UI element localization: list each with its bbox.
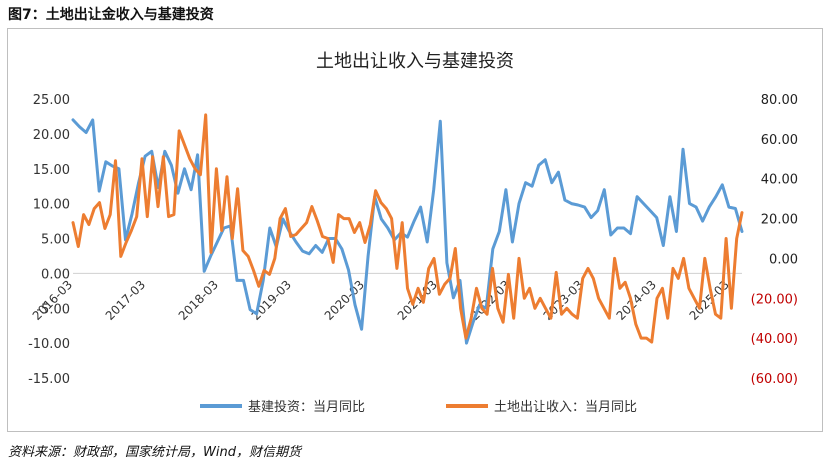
- right-tick-label: (60.00): [751, 372, 798, 387]
- legend-label: 土地出让收入：当月同比: [494, 400, 637, 415]
- left-tick-label: 10.00: [33, 198, 70, 213]
- left-tick-label: 25.00: [33, 93, 70, 108]
- chart-title: 土地出让收入与基建投资: [316, 51, 514, 72]
- right-tick-label: (40.00): [751, 332, 798, 347]
- left-tick-label: -5.00: [36, 302, 70, 317]
- left-tick-label: 5.00: [41, 233, 70, 248]
- right-tick-label: 60.00: [761, 133, 798, 148]
- left-tick-label: 15.00: [33, 163, 70, 178]
- left-tick-label: 20.00: [33, 128, 70, 143]
- x-tick-label: 2018-03: [176, 278, 221, 323]
- chart-svg: 土地出让收入与基建投资 25.00 20.00 15.00 10.00 5.00 0.00…: [28, 51, 798, 415]
- right-tick-label: 20.00: [761, 213, 798, 228]
- x-tick-label: 2019-03: [249, 278, 294, 323]
- x-tick-label: 2021-03: [395, 278, 440, 323]
- right-tick-label: (20.00): [751, 292, 798, 307]
- figure-title: 图7：土地出让金收入与基建投资: [8, 7, 214, 23]
- source-note: 资料来源：财政部，国家统计局，Wind，财信期货: [8, 445, 301, 460]
- chart-frame: 土地出让收入与基建投资 25.00 20.00 15.00 10.00 5.00 0.00…: [7, 28, 823, 432]
- left-tick-label: -10.00: [28, 337, 70, 352]
- left-tick-label: 0.00: [41, 267, 70, 282]
- series-line-land-sales: [71, 113, 744, 344]
- right-tick-label: 0.00: [769, 252, 798, 267]
- legend-label: 基建投资：当月同比: [248, 399, 365, 415]
- left-tick-label: -15.00: [28, 372, 70, 387]
- right-tick-label: 40.00: [761, 173, 798, 188]
- x-tick-label: 2017-03: [103, 278, 148, 323]
- series-line-infrastructure: [71, 118, 744, 345]
- right-tick-label: 80.00: [761, 93, 798, 108]
- x-tick-label: 2020-03: [322, 278, 367, 323]
